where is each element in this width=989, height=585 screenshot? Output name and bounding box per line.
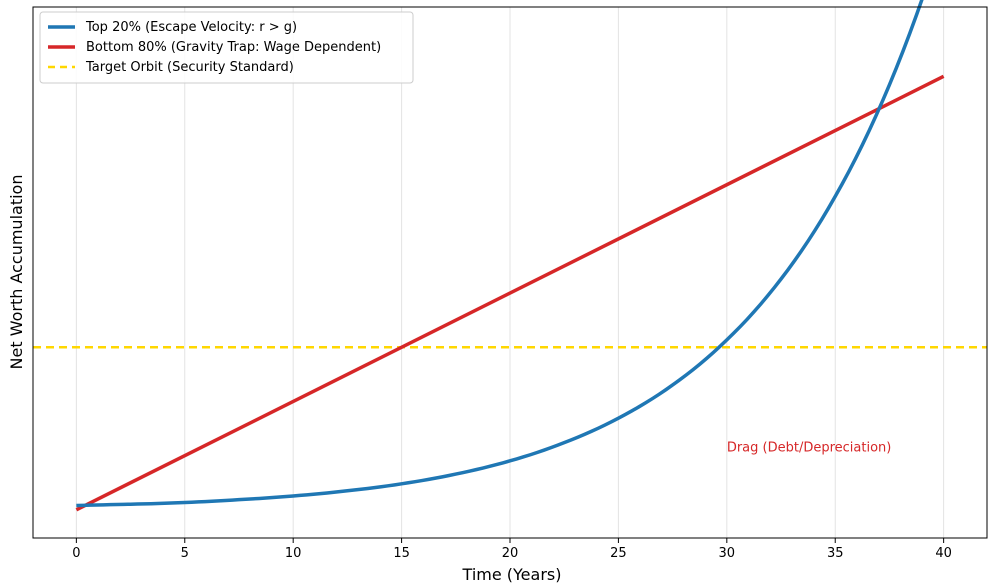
x-tick-label: 0: [72, 546, 80, 561]
legend-label-bottom80: Bottom 80% (Gravity Trap: Wage Dependent…: [86, 40, 381, 55]
legend-label-top20: Top 20% (Escape Velocity: r > g): [85, 20, 297, 35]
x-tick-label: 15: [393, 546, 410, 561]
series-bottom80-line: [75, 74, 945, 512]
annotation-label: Drag (Debt/Depreciation): [727, 440, 892, 455]
x-tick-label: 5: [181, 546, 189, 561]
grid-lines: [75, 7, 945, 538]
legend-frame: [39, 11, 414, 84]
x-tick-label: 20: [502, 546, 519, 561]
y-axis-title: Net Worth Accumulation: [7, 175, 26, 370]
x-tick-label: 30: [719, 546, 736, 561]
series-lines: [33, 0, 987, 512]
legend: Top 20% (Escape Velocity: r > g) Bottom …: [39, 11, 414, 84]
x-tick-label: 25: [610, 546, 627, 561]
x-tick-label: 40: [935, 546, 952, 561]
x-axis-ticks: 0 5 10 15 20 25 30 35 40: [72, 538, 952, 561]
annotations: Lift (Compound Growth)Drag (Debt/Depreci…: [727, 440, 892, 455]
legend-label-target-orbit: Target Orbit (Security Standard): [85, 60, 294, 75]
x-axis-title: Time (Years): [462, 565, 562, 584]
x-tick-label: 10: [285, 546, 302, 561]
series-top20-line: [76, 0, 924, 508]
x-tick-label: 35: [827, 546, 844, 561]
